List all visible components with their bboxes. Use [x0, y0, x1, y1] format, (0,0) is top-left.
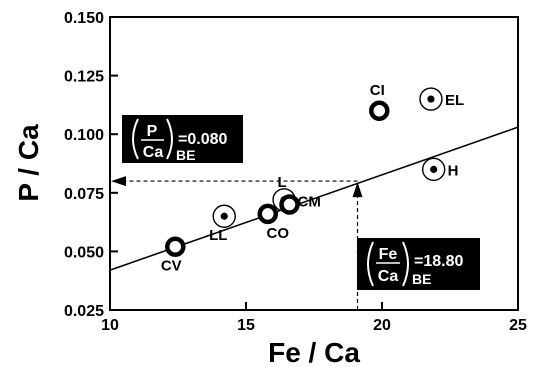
point-label-h: H	[448, 162, 459, 179]
data-points: CV LL CO L CM CI EL H	[161, 82, 464, 275]
point-cm	[279, 194, 300, 215]
x-axis-title: Fe / Ca	[268, 337, 360, 367]
point-cv	[165, 236, 186, 257]
y-tick-label: 0.050	[64, 244, 104, 261]
y-tick-label: 0.025	[64, 303, 104, 320]
point-label-cv: CV	[161, 258, 182, 275]
paren-right	[166, 118, 173, 160]
point-label-cm: CM	[298, 194, 321, 211]
fe-ca-arrowhead	[352, 182, 363, 198]
point-co	[257, 203, 279, 225]
fe-ca-value: =18.80	[414, 253, 463, 270]
x-tick-label: 20	[373, 317, 391, 334]
p-ca-value: =0.080	[178, 131, 227, 148]
y-tick-label: 0.100	[64, 127, 104, 144]
y-axis-title: P / Ca	[13, 124, 44, 202]
x-tick-label: 15	[237, 317, 255, 334]
plot-frame	[109, 16, 519, 311]
point-ci	[369, 100, 390, 122]
paren-left	[132, 118, 139, 160]
point-ll-dot	[220, 212, 228, 220]
fe-ca-denominator: Ca	[378, 268, 399, 285]
point-h-dot	[430, 165, 438, 173]
point-label-el: EL	[445, 92, 464, 109]
point-label-ll: LL	[209, 227, 227, 244]
axis-ticks: 10 15 20 25 0.025 0.050 0.075 0.100 0.125 0.150	[64, 10, 527, 334]
paren-right	[402, 241, 409, 287]
fe-ca-annotation: Fe Ca =18.80 BE	[357, 238, 480, 290]
point-el-dot	[427, 95, 435, 103]
y-tick-label: 0.150	[64, 10, 104, 27]
y-tick-label: 0.075	[64, 186, 104, 203]
x-tick-label: 25	[509, 317, 527, 334]
fe-ca-subscript: BE	[412, 271, 431, 287]
point-label-l: L	[277, 174, 286, 191]
p-ca-arrowhead	[111, 176, 126, 187]
point-label-co: CO	[267, 225, 290, 242]
fe-ca-numerator: Fe	[379, 246, 398, 263]
guide-lines	[111, 176, 363, 310]
point-label-ci: CI	[370, 82, 385, 99]
y-tick-label: 0.125	[64, 69, 104, 86]
p-ca-numerator: P	[147, 123, 158, 140]
p-ca-denominator: Ca	[143, 144, 164, 161]
p-ca-subscript: BE	[176, 147, 195, 163]
p-ca-annotation: P Ca =0.080 BE	[122, 115, 243, 163]
paren-left	[367, 241, 374, 287]
x-tick-label: 10	[101, 317, 119, 334]
